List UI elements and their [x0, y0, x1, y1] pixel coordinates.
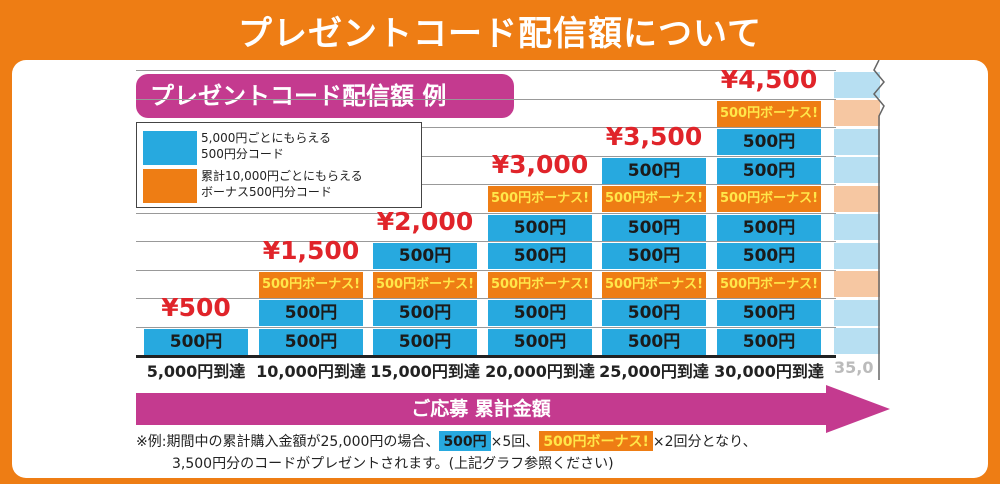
note-prefix: ※例:期間中の累計購入金額が25,000円の場合、 [136, 434, 440, 450]
gridline [136, 70, 836, 71]
total-price-label: ¥500 [161, 293, 231, 322]
ghost-block [834, 129, 880, 155]
bar-block-bonus: 500円ボーナス! [602, 186, 706, 212]
bar-block-base: 500円 [488, 215, 592, 241]
note-tag-bonus: 500円ボーナス! [539, 431, 653, 451]
ghost-block [834, 300, 880, 326]
note-suffix: ×2回分となり、 [652, 434, 757, 450]
bar-block-base: 500円 [488, 329, 592, 355]
bar-block-base: 500円 [259, 300, 363, 326]
x-tick-label: 5,000円到達 [146, 362, 246, 381]
total-price-label: ¥3,000 [491, 150, 589, 179]
gridline [136, 298, 836, 299]
axis-arrow-bar [136, 393, 826, 425]
legend-text-bonus-1: 累計10,000円ごとにもらえる [201, 169, 363, 183]
bar-block-bonus: 500円ボーナス! [602, 272, 706, 298]
legend-text-base-1: 5,000円ごとにもらえる [201, 131, 331, 145]
bar-block-bonus: 500円ボーナス! [259, 272, 363, 298]
bar-block-base: 500円 [602, 158, 706, 184]
note-line-2: 3,500円分のコードがプレゼントされます。(上記グラフ参照ください) [172, 456, 614, 472]
note-line-1: ※例:期間中の累計購入金額が25,000円の場合、 500円 ×5回、 500円ボーナ… [136, 431, 757, 451]
x-tick-label-faded: 35,0 [834, 358, 874, 377]
bar-block-base: 500円 [488, 300, 592, 326]
bar-block-bonus: 500円ボーナス! [488, 272, 592, 298]
gridline [136, 270, 836, 271]
x-tick-label: 20,000円到達 [485, 362, 595, 381]
x-tick-label: 30,000円到達 [714, 362, 824, 381]
bar-block-base: 500円 [144, 329, 248, 355]
bar-block-base: 500円 [717, 215, 821, 241]
legend-text-bonus-2: ボーナス500円分コード [201, 185, 332, 199]
gridline [136, 99, 836, 100]
bar-block-bonus: 500円ボーナス! [717, 101, 821, 127]
bar-block-base: 500円 [373, 329, 477, 355]
bar-block-base: 500円 [373, 300, 477, 326]
total-price-label: ¥3,500 [605, 122, 703, 151]
legend: 5,000円ごとにもらえる 500円分コード 累計10,000円ごとにもらえる … [136, 122, 422, 208]
total-price-label: ¥4,500 [720, 65, 818, 94]
ghost-block [834, 100, 880, 126]
chart-baseline [136, 355, 836, 358]
ghost-block [834, 243, 880, 269]
bar-block-base: 500円 [602, 215, 706, 241]
bar-block-bonus: 500円ボーナス! [717, 186, 821, 212]
legend-swatch-bonus [143, 169, 197, 203]
gridline [136, 127, 836, 128]
gridline [136, 241, 836, 242]
gridline [136, 184, 836, 185]
bar-block-base: 500円 [602, 329, 706, 355]
bar-block-base: 500円 [602, 300, 706, 326]
bar-block-base: 500円 [717, 300, 821, 326]
x-tick-label: 10,000円到達 [256, 362, 366, 381]
ghost-block [834, 328, 880, 354]
bar-block-bonus: 500円ボーナス! [717, 272, 821, 298]
axis-arrow-label: ご応募 累計金額 [411, 398, 551, 420]
bar-block-base: 500円 [717, 329, 821, 355]
legend-swatch-base [143, 131, 197, 165]
x-tick-label: 25,000円到達 [599, 362, 709, 381]
bar-block-base: 500円 [717, 158, 821, 184]
bar-block-bonus: 500円ボーナス! [488, 186, 592, 212]
ghost-block [834, 72, 880, 98]
bar-block-bonus: 500円ボーナス! [373, 272, 477, 298]
ghost-block [834, 271, 880, 297]
x-tick-label: 15,000円到達 [370, 362, 480, 381]
bar-block-base: 500円 [602, 243, 706, 269]
gridline [136, 327, 836, 328]
ghost-block [834, 157, 880, 183]
note-mid: ×5回、 [490, 434, 540, 450]
chart-title-chip: プレゼントコード配信額 例 [136, 74, 514, 118]
page-title: プレゼントコード配信額について [238, 14, 762, 54]
bar-block-base: 500円 [373, 243, 477, 269]
bar-block-base: 500円 [717, 129, 821, 155]
break-mark [873, 60, 885, 380]
gridline [136, 213, 836, 214]
ghost-block [834, 214, 880, 240]
bar-block-base: 500円 [488, 243, 592, 269]
note-tag-base: 500円 [439, 431, 491, 451]
total-price-label: ¥1,500 [262, 236, 360, 265]
axis-arrow-head [826, 385, 890, 433]
bar-block-base: 500円 [259, 329, 363, 355]
gridline [136, 156, 836, 157]
ghost-block [834, 186, 880, 212]
bar-block-base: 500円 [717, 243, 821, 269]
legend-text-base-2: 500円分コード [201, 147, 284, 161]
total-price-label: ¥2,000 [376, 207, 474, 236]
